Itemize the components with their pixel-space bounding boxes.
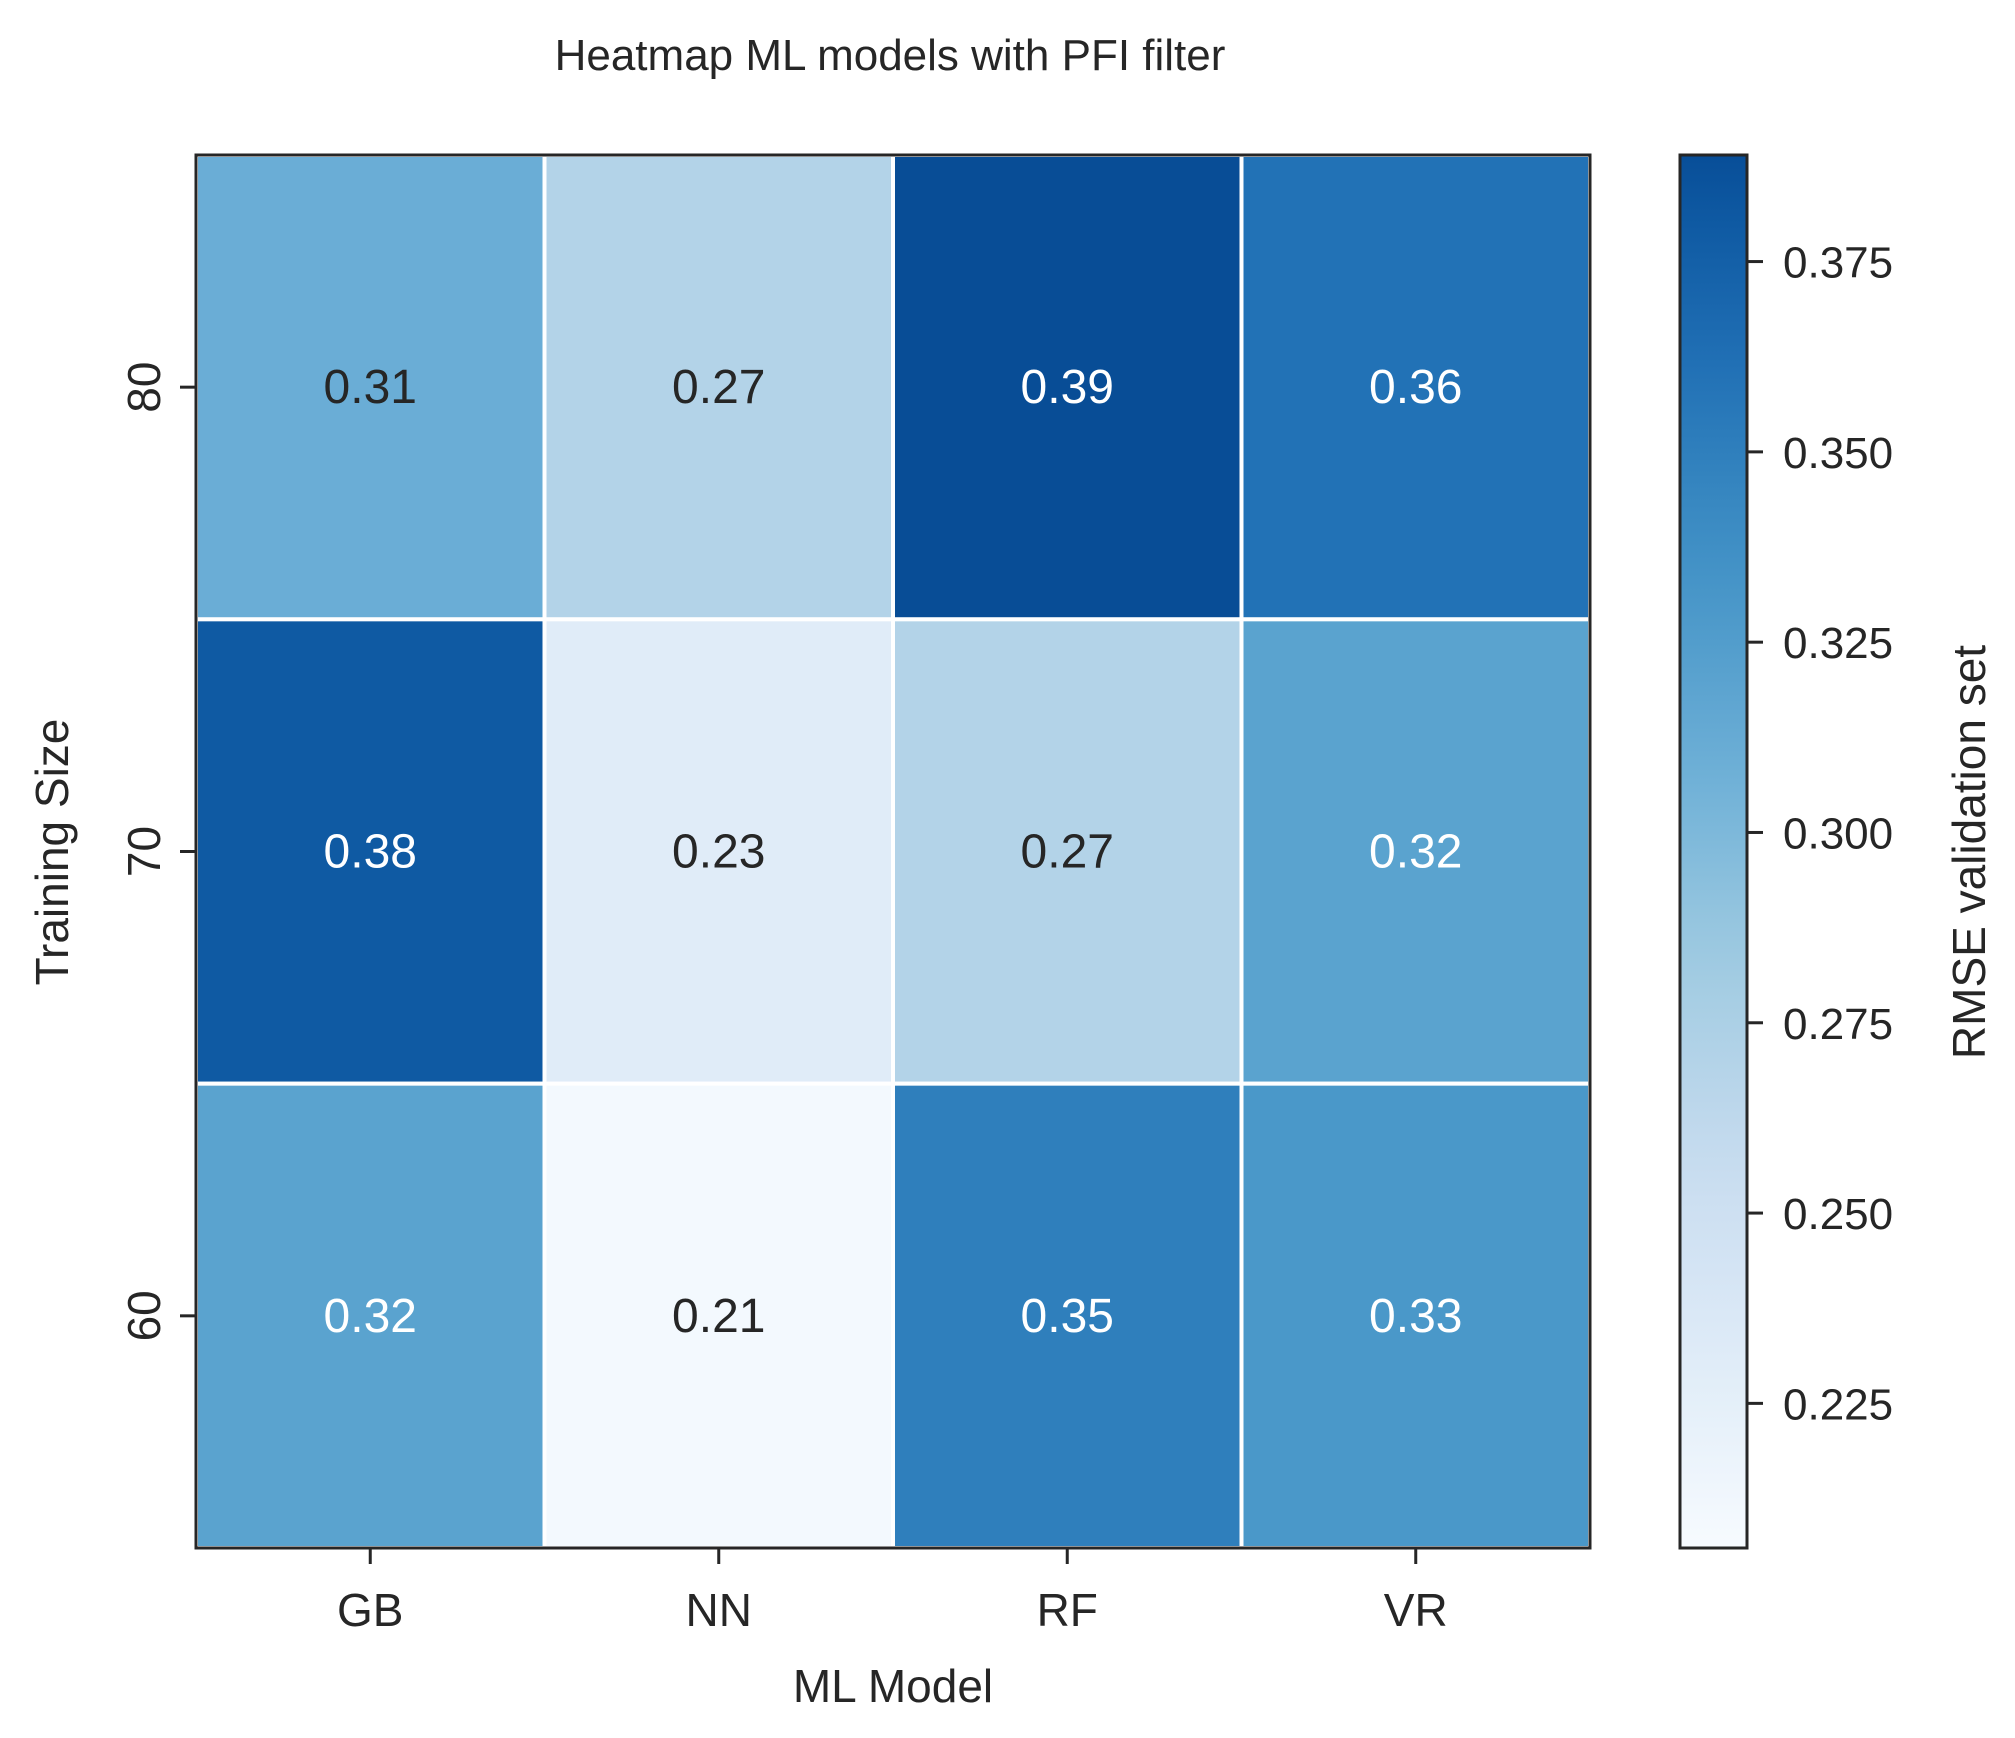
colorbar-tick-label: 0.275 — [1783, 1000, 1893, 1049]
x-tick-label: RF — [1037, 1584, 1098, 1636]
cell-value-label: 0.32 — [324, 1290, 417, 1343]
colorbar: 0.225 0.250 0.275 0.300 0.325 0.350 0.375 — [1678, 153, 1893, 1550]
heatmap-cell-80-VR — [1239, 153, 1592, 622]
colorbar-scale — [1678, 153, 1749, 1550]
heatmap-cell-labels: 0.31 0.27 0.39 0.36 0.38 0.23 0.27 0.32 0.32 0.21… — [324, 361, 1463, 1343]
cell-value-label: 0.31 — [324, 361, 417, 414]
colorbar-tick-label: 0.250 — [1783, 1190, 1893, 1239]
x-tick-label: GB — [337, 1584, 403, 1636]
cell-value-label: 0.21 — [672, 1290, 765, 1343]
cell-value-label: 0.38 — [324, 826, 417, 879]
x-tick-label: VR — [1384, 1584, 1448, 1636]
cell-value-label: 0.39 — [1021, 361, 1114, 414]
heatmap-cell-70-GB — [194, 617, 547, 1086]
heatmap-cell-80-GB — [194, 153, 547, 622]
cell-value-label: 0.36 — [1369, 361, 1462, 414]
colorbar-label: RMSE validation set — [1943, 645, 1995, 1059]
cell-value-label: 0.23 — [672, 826, 765, 879]
heatmap-cell-70-VR — [1239, 617, 1592, 1086]
y-tick-label: 70 — [118, 826, 170, 877]
y-tick-label: 80 — [118, 362, 170, 413]
x-tick-label: NN — [686, 1584, 752, 1636]
cell-value-label: 0.32 — [1369, 826, 1462, 879]
y-axis: 80 70 60 — [118, 362, 196, 1341]
heatmap-cell-70-NN — [542, 617, 895, 1086]
colorbar-tick-label: 0.325 — [1783, 619, 1893, 668]
cell-value-label: 0.27 — [672, 361, 765, 414]
colorbar-tick-label: 0.225 — [1783, 1380, 1893, 1429]
x-axis: GB NN RF VR — [337, 1548, 1448, 1636]
heatmap-cell-60-NN — [542, 1081, 895, 1550]
x-axis-label: ML Model — [793, 1660, 993, 1712]
y-tick-label: 60 — [118, 1290, 170, 1341]
colorbar-tick-label: 0.375 — [1783, 239, 1893, 288]
colorbar-tick-label: 0.300 — [1783, 809, 1893, 858]
heatmap-cell-60-VR — [1239, 1081, 1592, 1550]
y-axis-label: Training Size — [26, 719, 78, 986]
heatmap-cells — [194, 153, 1592, 1550]
colorbar-tick-label: 0.350 — [1783, 429, 1893, 478]
cell-value-label: 0.27 — [1021, 826, 1114, 879]
cell-value-label: 0.33 — [1369, 1290, 1462, 1343]
chart-title: Heatmap ML models with PFI filter — [555, 31, 1226, 80]
heatmap-cell-80-NN — [542, 153, 895, 622]
cell-value-label: 0.35 — [1021, 1290, 1114, 1343]
